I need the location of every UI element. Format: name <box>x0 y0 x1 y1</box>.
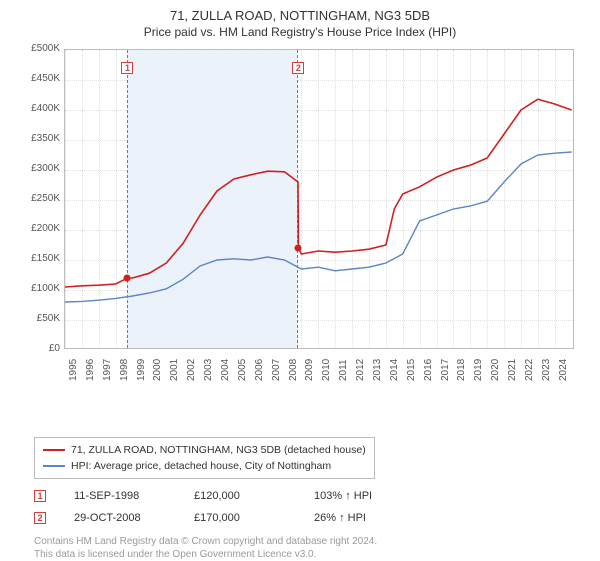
x-axis-label: 2015 <box>406 369 417 381</box>
series-subject <box>65 99 572 287</box>
y-axis-label: £0 <box>20 343 60 354</box>
sale-row: 1 11-SEP-1998£120,000103% ↑ HPI <box>34 485 580 507</box>
sale-price: £120,000 <box>194 490 314 502</box>
sale-point <box>295 245 302 252</box>
x-axis-label: 1995 <box>68 369 79 381</box>
x-axis-label: 2013 <box>372 369 383 381</box>
legend-item: HPI: Average price, detached house, City… <box>43 458 366 474</box>
page-subtitle: Price paid vs. HM Land Registry's House … <box>10 25 590 39</box>
x-axis-label: 2000 <box>152 369 163 381</box>
sale-date: 29-OCT-2008 <box>74 512 194 524</box>
y-axis-label: £250K <box>20 193 60 204</box>
chart-lines <box>65 50 575 350</box>
x-axis-label: 2008 <box>288 369 299 381</box>
y-axis-label: £350K <box>20 133 60 144</box>
plot-area: 12 <box>64 49 574 349</box>
sale-marker: 2 <box>292 62 304 74</box>
y-axis-label: £300K <box>20 163 60 174</box>
y-axis-label: £100K <box>20 283 60 294</box>
x-axis-label: 2005 <box>237 369 248 381</box>
sale-vs-hpi: 26% ↑ HPI <box>314 512 434 524</box>
x-axis-label: 2011 <box>338 369 349 381</box>
y-axis-label: £400K <box>20 103 60 114</box>
x-axis-label: 2022 <box>524 369 535 381</box>
x-axis-label: 2016 <box>423 369 434 381</box>
legend-swatch <box>43 465 65 467</box>
footer-line: This data is licensed under the Open Gov… <box>34 548 580 561</box>
sale-price: £170,000 <box>194 512 314 524</box>
x-axis-label: 2012 <box>355 369 366 381</box>
x-axis-label: 2020 <box>490 369 501 381</box>
legend-swatch <box>43 449 65 451</box>
sale-date: 11-SEP-1998 <box>74 490 194 502</box>
x-axis-label: 2014 <box>389 369 400 381</box>
x-axis-label: 1996 <box>85 369 96 381</box>
x-axis-label: 2003 <box>203 369 214 381</box>
x-axis-label: 2001 <box>169 369 180 381</box>
x-axis-label: 2017 <box>440 369 451 381</box>
legend-label: HPI: Average price, detached house, City… <box>71 458 331 474</box>
sale-point <box>124 275 131 282</box>
x-axis-label: 1997 <box>102 369 113 381</box>
x-axis-label: 1999 <box>136 369 147 381</box>
x-axis-label: 2004 <box>220 369 231 381</box>
sale-row: 2 29-OCT-2008£170,00026% ↑ HPI <box>34 507 580 529</box>
series-hpi <box>65 152 572 302</box>
x-axis-label: 2019 <box>473 369 484 381</box>
y-axis-label: £500K <box>20 43 60 54</box>
x-axis-label: 2009 <box>304 369 315 381</box>
footer-attribution: Contains HM Land Registry data © Crown c… <box>34 535 580 561</box>
y-axis-label: £450K <box>20 73 60 84</box>
x-axis-label: 1998 <box>119 369 130 381</box>
sale-marker-ref: 2 <box>34 512 46 524</box>
x-axis-label: 2021 <box>507 369 518 381</box>
x-axis-label: 2010 <box>321 369 332 381</box>
x-axis-label: 2006 <box>254 369 265 381</box>
y-axis-label: £200K <box>20 223 60 234</box>
footer-line: Contains HM Land Registry data © Crown c… <box>34 535 580 548</box>
legend-item: 71, ZULLA ROAD, NOTTINGHAM, NG3 5DB (det… <box>43 442 366 458</box>
x-axis-label: 2007 <box>271 369 282 381</box>
page-title: 71, ZULLA ROAD, NOTTINGHAM, NG3 5DB <box>10 8 590 23</box>
sale-marker: 1 <box>121 62 133 74</box>
sale-marker-ref: 1 <box>34 490 46 502</box>
x-axis-label: 2024 <box>558 369 569 381</box>
y-axis-label: £50K <box>20 313 60 324</box>
legend: 71, ZULLA ROAD, NOTTINGHAM, NG3 5DB (det… <box>34 437 375 479</box>
price-chart: 12 £0£50K£100K£150K£200K£250K£300K£350K£… <box>20 45 580 395</box>
legend-label: 71, ZULLA ROAD, NOTTINGHAM, NG3 5DB (det… <box>71 442 366 458</box>
x-axis-label: 2018 <box>456 369 467 381</box>
y-axis-label: £150K <box>20 253 60 264</box>
sale-vs-hpi: 103% ↑ HPI <box>314 490 434 502</box>
x-axis-label: 2002 <box>186 369 197 381</box>
sales-table: 1 11-SEP-1998£120,000103% ↑ HPI 2 29-OCT-20… <box>34 485 580 529</box>
x-axis-label: 2023 <box>541 369 552 381</box>
